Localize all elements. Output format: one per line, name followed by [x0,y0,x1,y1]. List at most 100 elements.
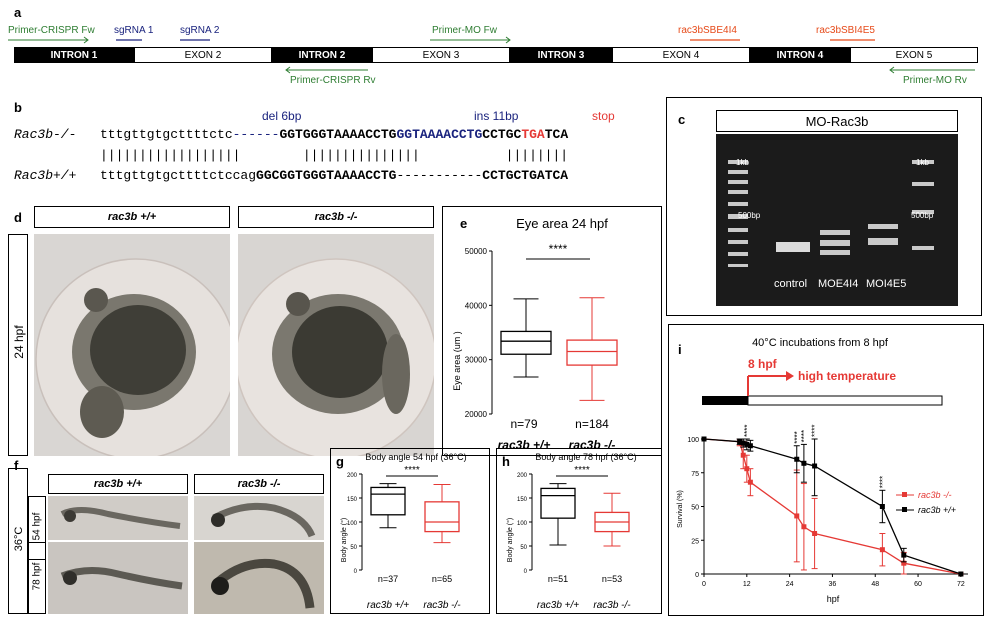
h-iqr-box [540,487,576,519]
h-ytick-label: 150 [517,497,528,503]
data-point [901,560,907,566]
panel-d-letter: d [14,210,22,225]
i-ytick-label: 100 [687,437,699,444]
legend-wt-marker [902,507,907,512]
panel-f-temp-label: 36°C [13,526,25,552]
ladder1-band [728,202,748,206]
primer-mo-rv-arrowhead [889,66,895,74]
legend-mut-label: rac3b -/- [918,490,952,500]
hpf8-label: 8 hpf [748,357,778,371]
survival-sig-label: **** [743,425,752,437]
survival-sig-label: **** [800,430,809,442]
h-box-1 [594,492,630,547]
i-xtick-label: 36 [829,581,837,588]
i-ytick-label: 25 [691,538,699,545]
survival-sig-label: **** [793,431,802,443]
body-angle-54-chart: g Body angle 54 hpf (36°C) Body angle (°… [336,452,467,611]
panel-d-mut-header: rac3b -/- [238,206,434,228]
g-n-wt: n=37 [378,574,398,584]
panel-f-mut-header: rac3b -/- [194,474,324,494]
segment-exon4: EXON 4 [612,47,750,63]
panel-g-letter: g [336,454,344,469]
high-temp-label: high temperature [798,369,896,383]
i-ytick-label: 0 [695,572,699,579]
ins-label: ins 11bp [474,109,519,123]
sgrna1-label: sgRNA 1 [114,25,154,36]
data-point [747,443,753,449]
primer-crispr-rv-arrowhead [285,66,291,74]
panel-f-wt-header: rac3b +/+ [48,474,188,494]
ladder1-band [728,180,748,184]
eye-area-chart: e Eye area 24 hpf Eye area (um ) 50000 40… [452,216,618,452]
i-xtick-label: 72 [957,581,965,588]
h-chart-ylabel: Body angle (°) [506,518,514,562]
g-iqr-box [370,486,406,516]
segment-intron2: INTRON 2 [272,47,372,63]
h-ytick-label: 100 [517,521,528,527]
data-point [879,504,885,509]
survival-sig-label: **** [878,476,887,488]
i-xtick-label: 48 [871,581,879,588]
data-point [701,436,707,442]
ladder1-500bp-label: 500bp [738,211,761,220]
ladder1-band [728,240,748,244]
h-cat-mut: rac3b -/- [593,600,631,611]
panel-g-frame [330,448,490,614]
ladder2-band [912,246,934,250]
data-point [740,452,746,458]
segment-exon2: EXON 2 [134,47,272,63]
primer-mo-rv-label: Primer-MO Rv [903,75,967,86]
segment-intron3: INTRON 3 [510,47,612,63]
sgrna2-label: sgRNA 2 [180,25,220,36]
g-iqr-box [424,501,460,533]
g-sig-label: **** [404,465,420,476]
mut-seq-deletion: ------ [232,127,280,142]
g-box-1 [424,484,460,544]
i-ytick-label: 75 [691,471,699,478]
eye-n-wt: n=79 [510,417,537,431]
survival-chart: 40°C incubations from 8 hpf i 8 hpf high… [677,337,968,604]
data-point [812,463,818,469]
ladder2-band [912,160,934,164]
g-chart-title: Body angle 54 hpf (36°C) [365,452,466,462]
embryo-wt-drawing [35,258,230,456]
segment-intron1: INTRON 1 [14,47,134,63]
h-box-0 [540,483,576,546]
timeline-heat-bar [747,395,943,406]
mut-seq-stop: TGA [521,127,545,142]
g-ytick-label: 0 [354,569,358,575]
embryo-wt-image [34,234,230,456]
data-point [901,552,907,558]
mut-sequence: tttgttgtgcttttctc------GGTGGGTAAAACCTGGG… [100,127,568,142]
wt-seq-lower: tttgttgtgcttttctccag [100,168,257,183]
eye-n-mut: n=184 [575,417,609,431]
mut-seq-end: TCA [544,127,569,142]
embryo-mut-image [238,234,434,456]
i-xtick-label: 12 [743,581,751,588]
panel-i-frame [668,324,984,616]
h-n-wt: n=51 [548,574,568,584]
del-label: del 6bp [262,109,302,123]
eye-sig-label: **** [549,242,568,256]
i-xtick-label: 60 [914,581,922,588]
i-chart-ylabel: Survival (%) [677,490,684,528]
i-xtick-label: 24 [786,581,794,588]
ladder1-band [728,170,748,174]
ladder1-band [728,214,748,219]
primer-mo-fw-label: Primer-MO Fw [432,25,497,36]
moe4i4-band [820,230,850,235]
ladder1-band [728,228,748,232]
sbi4e5-label: rac3bSBI4E5 [816,25,875,36]
i-chart-axes: 100 75 50 25 00 12 24 36 48 60 72 [687,437,968,588]
g-ytick-label: 150 [347,497,358,503]
panel-f-temp-box: 36°C [8,468,28,614]
h-ytick-label: 50 [520,545,527,551]
panel-a-primer-arrows [8,36,975,74]
larva-mut-78-image [194,542,324,614]
data-point [879,547,885,553]
eye-chart-boxes [500,297,618,401]
i-chart-xlabel: hpf [827,594,840,604]
mut-seq-upper2: CCTGC [482,127,522,142]
gel-title-box: MO-Rac3b [716,110,958,132]
eye-ytick-label: 20000 [465,410,488,419]
